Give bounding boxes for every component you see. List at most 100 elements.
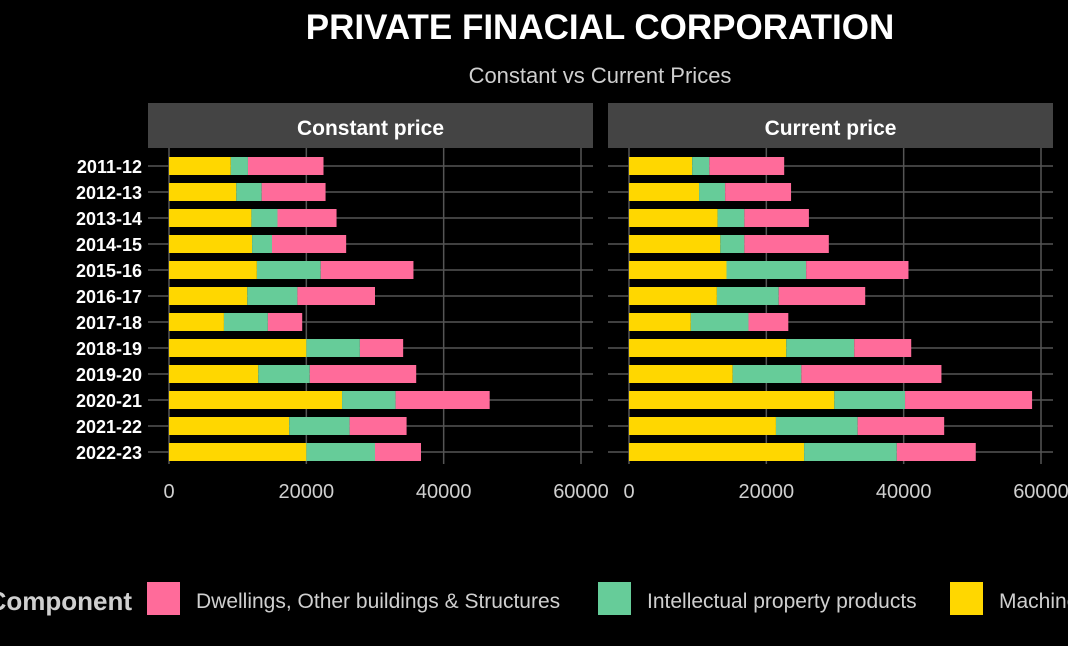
x-tick-label: 0	[623, 481, 634, 503]
legend-label: Dwellings, Other buildings & Structures	[196, 590, 560, 613]
bar-segment	[272, 235, 347, 253]
bar-segment	[720, 235, 745, 253]
bar-segment	[395, 391, 490, 409]
y-tick-label: 2016-17	[76, 287, 142, 307]
x-tick-label: 20000	[739, 481, 795, 503]
bar-segment	[854, 339, 912, 357]
x-tick-label: 60000	[553, 481, 609, 503]
y-tick-label: 2012-13	[76, 183, 142, 203]
bar-segment	[320, 261, 414, 279]
bar-segment	[169, 287, 248, 305]
y-tick-label: 2013-14	[76, 209, 142, 229]
bar-segment	[690, 313, 749, 331]
bar-segment	[289, 417, 350, 435]
bar-segment	[629, 209, 718, 227]
bar-segment	[726, 261, 807, 279]
bar-segment	[896, 443, 976, 461]
bar-segment	[306, 443, 375, 461]
bar-segment	[709, 157, 785, 175]
bar-segment	[804, 443, 897, 461]
bar-segment	[247, 287, 298, 305]
x-tick-label: 40000	[876, 481, 932, 503]
bar-segment	[629, 365, 733, 383]
bar-segment	[256, 261, 321, 279]
legend-swatch	[147, 582, 180, 615]
bar-segment	[375, 443, 422, 461]
bar-segment	[725, 183, 792, 201]
x-tick-label: 0	[163, 481, 174, 503]
y-tick-label: 2018-19	[76, 339, 142, 359]
bar-segment	[806, 261, 909, 279]
bar-segment	[236, 183, 262, 201]
legend-swatch	[950, 582, 983, 615]
y-tick-label: 2019-20	[76, 365, 142, 385]
bar-segment	[277, 209, 337, 227]
bar-segment	[342, 391, 396, 409]
bar-segment	[267, 313, 303, 331]
bar-segment	[629, 339, 787, 357]
facet-strip-label: Constant price	[297, 117, 444, 140]
bar-segment	[629, 183, 700, 201]
bar-segment	[258, 365, 310, 383]
facet-strip-label: Current price	[765, 117, 897, 140]
y-tick-label: 2017-18	[76, 313, 142, 333]
bar-segment	[169, 235, 253, 253]
bar-segment	[748, 313, 789, 331]
bar-segment	[857, 417, 945, 435]
bar-segment	[629, 235, 721, 253]
y-tick-label: 2022-23	[76, 443, 142, 463]
bar-segment	[169, 417, 290, 435]
x-tick-label: 20000	[279, 481, 335, 503]
bar-segment	[629, 417, 776, 435]
chart-title: PRIVATE FINACIAL CORPORATION	[305, 8, 895, 47]
bar-segment	[359, 339, 404, 357]
bar-segment	[261, 183, 326, 201]
facet-strip	[608, 103, 1053, 148]
bar-segment	[775, 417, 858, 435]
x-tick-label: 40000	[416, 481, 472, 503]
bar-segment	[169, 313, 224, 331]
bar-segment	[692, 157, 710, 175]
bar-segment	[905, 391, 1033, 409]
y-tick-label: 2021-22	[76, 417, 142, 437]
bar-segment	[169, 365, 259, 383]
bar-segment	[230, 157, 248, 175]
bar-segment	[306, 339, 360, 357]
bar-segment	[251, 209, 278, 227]
bar-segment	[699, 183, 726, 201]
legend-swatch	[598, 582, 631, 615]
bar-segment	[629, 391, 835, 409]
bar-segment	[169, 157, 231, 175]
bar-segment	[247, 157, 324, 175]
bar-segment	[297, 287, 375, 305]
bar-segment	[629, 313, 691, 331]
bar-segment	[629, 443, 805, 461]
bar-segment	[801, 365, 942, 383]
bar-segment	[717, 209, 745, 227]
bar-segment	[223, 313, 268, 331]
bar-segment	[744, 209, 809, 227]
chart-subtitle: Constant vs Current Prices	[468, 63, 732, 88]
y-tick-label: 2014-15	[76, 235, 142, 255]
bar-segment	[716, 287, 779, 305]
legend-label: Machinery & Equipment	[999, 590, 1068, 613]
bar-segment	[169, 443, 307, 461]
bar-segment	[744, 235, 829, 253]
bar-segment	[629, 157, 693, 175]
bar-segment	[732, 365, 802, 383]
y-tick-label: 2011-12	[77, 157, 142, 177]
bar-segment	[309, 365, 417, 383]
bar-segment	[778, 287, 866, 305]
y-tick-label: 2015-16	[76, 261, 142, 281]
bar-segment	[629, 261, 727, 279]
x-tick-label: 60000	[1013, 481, 1068, 503]
bar-segment	[252, 235, 272, 253]
bar-segment	[169, 339, 307, 357]
bar-segment	[834, 391, 906, 409]
bar-segment	[169, 209, 252, 227]
bar-segment	[169, 261, 257, 279]
legend-title: Component	[0, 586, 132, 616]
bar-segment	[169, 391, 343, 409]
bar-segment	[629, 287, 717, 305]
